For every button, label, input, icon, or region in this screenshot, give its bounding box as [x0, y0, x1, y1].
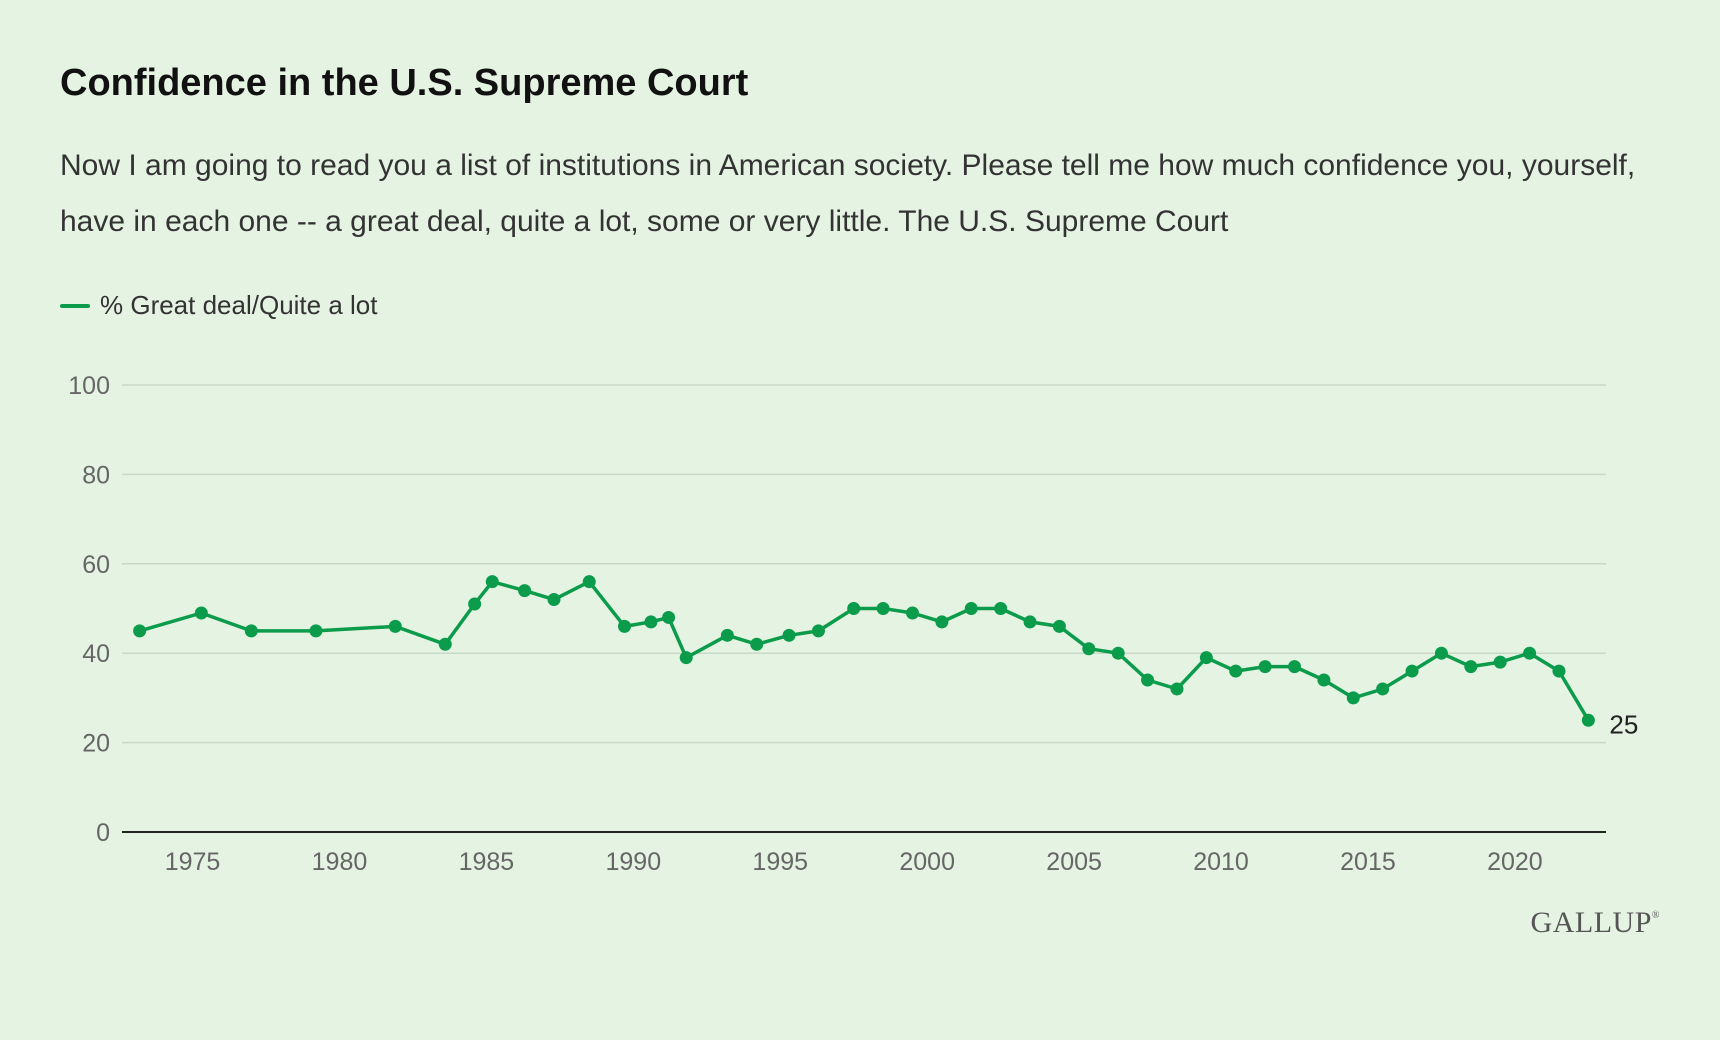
x-tick-label: 1980 [312, 848, 368, 876]
data-point [1199, 651, 1213, 665]
gallup-logo: GALLUP® [1530, 906, 1660, 939]
y-tick-label: 40 [82, 640, 110, 668]
y-tick-label: 20 [82, 730, 110, 758]
logo-text: GALLUP [1530, 906, 1652, 939]
x-tick-label: 2015 [1340, 848, 1396, 876]
legend-label: % Great deal/Quite a lot [100, 290, 378, 320]
data-point [194, 606, 208, 620]
data-point [485, 575, 499, 589]
x-tick-label: 1990 [606, 848, 662, 876]
data-point [1464, 660, 1478, 674]
data-point [662, 610, 676, 624]
data-point [782, 628, 796, 642]
data-point [811, 624, 825, 638]
grid-lines [122, 384, 1606, 744]
data-point [1493, 655, 1507, 669]
data-point [1258, 660, 1272, 674]
data-point [1023, 615, 1037, 629]
data-point [994, 602, 1008, 615]
legend: % Great deal/Quite a lot [60, 290, 377, 321]
legend-swatch [60, 303, 90, 308]
x-tick-label: 2010 [1193, 848, 1249, 876]
data-point [1229, 664, 1243, 678]
chart-subtitle: Now I am going to read you a list of ins… [60, 149, 1636, 238]
data-point [679, 651, 693, 665]
x-tick-label: 2005 [1046, 848, 1102, 876]
data-point [468, 597, 482, 611]
end-value-label: 25 [1609, 709, 1638, 739]
y-tick-label: 0 [96, 819, 110, 847]
data-point [847, 602, 861, 615]
data-point [1581, 713, 1595, 727]
data-point [1170, 682, 1184, 696]
labels: 25 [1609, 709, 1638, 739]
data-point [1434, 646, 1448, 660]
data-point [1141, 673, 1155, 687]
data-point [1082, 642, 1096, 656]
data-point [964, 602, 978, 615]
data-point [133, 624, 147, 638]
data-point [547, 593, 561, 607]
data-point [309, 624, 323, 638]
data-point [750, 637, 764, 651]
data-point [518, 584, 532, 598]
data-point [1288, 660, 1302, 674]
data-point [935, 615, 949, 629]
series [133, 575, 1595, 727]
x-tick-label: 1995 [752, 848, 808, 876]
data-point [618, 619, 632, 633]
data-point [1523, 646, 1537, 660]
data-point [1111, 646, 1125, 660]
series-line [137, 579, 1591, 723]
x-tick-label: 1975 [165, 848, 221, 876]
x-tick-label: 2000 [899, 848, 955, 876]
data-point [244, 624, 258, 638]
y-tick-label: 60 [82, 551, 110, 579]
data-point [1405, 664, 1419, 678]
chart-title: Confidence in the U.S. Supreme Court [60, 62, 749, 104]
x-tick-label: 1985 [459, 848, 515, 876]
data-point [582, 575, 596, 589]
data-point [1317, 673, 1331, 687]
x-tick-label: 2020 [1487, 848, 1543, 876]
axes: 0 20 40 60 80 100 1975 1980 1985 1990 1995 2000 2005… [68, 372, 1606, 876]
data-point [1052, 619, 1066, 633]
data-point [905, 606, 919, 620]
data-point [1376, 682, 1390, 696]
data-point [438, 637, 452, 651]
data-point [644, 615, 658, 629]
y-tick-label: 80 [82, 461, 110, 489]
y-tick-label: 100 [68, 372, 110, 400]
data-point [1552, 664, 1566, 678]
data-point [388, 619, 402, 633]
data-point [720, 628, 734, 642]
data-point [876, 602, 890, 615]
data-point [1346, 691, 1360, 705]
